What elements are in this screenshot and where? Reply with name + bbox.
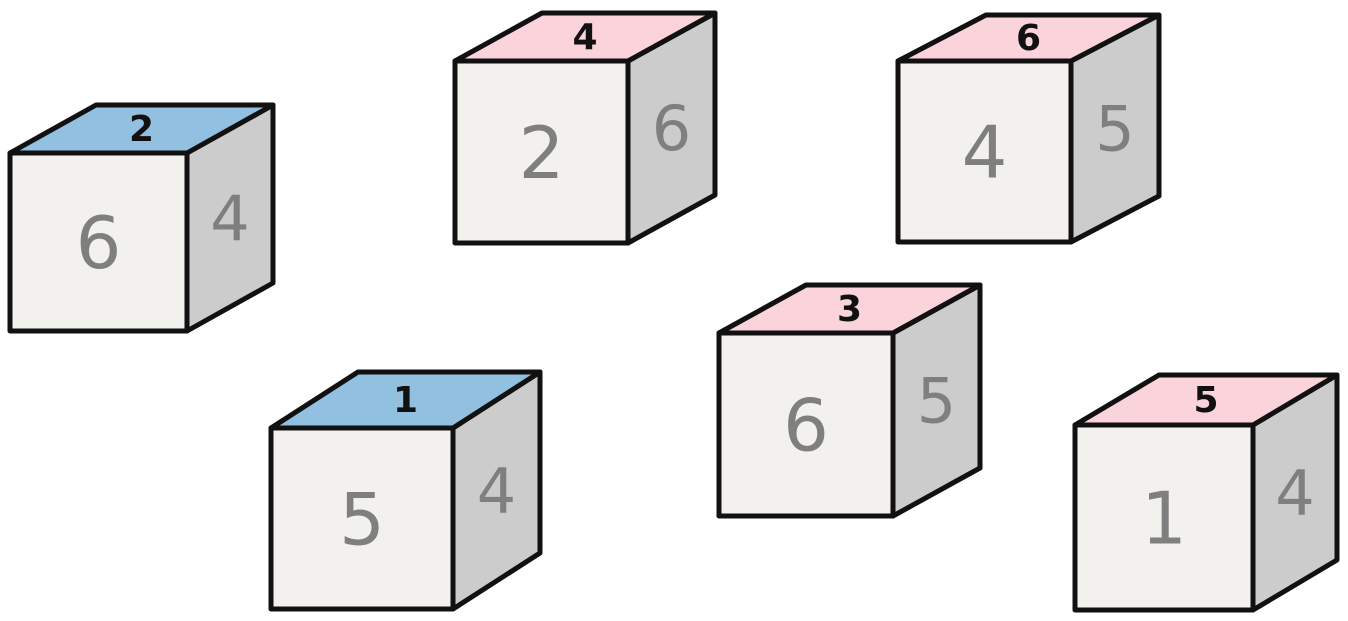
cube-side-number: 5 <box>1095 93 1134 166</box>
cube-5: 3 6 5 <box>716 282 983 519</box>
cube-front-face <box>1072 422 1256 613</box>
cube-side-number: 4 <box>1275 457 1314 530</box>
cube-front-face <box>716 330 896 519</box>
cube-front-number: 6 <box>76 201 122 285</box>
cube-front-number: 5 <box>339 478 385 562</box>
cube-side-number: 4 <box>210 182 249 255</box>
cube-top-number: 5 <box>1193 380 1218 421</box>
cube-front-face <box>895 58 1074 245</box>
cube-front-number: 2 <box>519 111 565 195</box>
cube-top-number: 3 <box>837 289 862 330</box>
cube-2: 4 2 6 <box>452 10 718 246</box>
cube-front-face <box>452 58 631 246</box>
cube-side-number: 5 <box>917 365 956 438</box>
cube-top-number: 1 <box>393 380 418 421</box>
cube-top-number: 2 <box>129 109 154 150</box>
cube-top-number: 4 <box>572 17 597 58</box>
cube-top-number: 6 <box>1016 18 1041 59</box>
cube-side-number: 4 <box>477 455 516 528</box>
cube-front-number: 1 <box>1141 477 1187 561</box>
cube-6: 5 1 4 <box>1072 372 1340 613</box>
cube-3: 6 4 5 <box>895 12 1162 245</box>
cube-side-number: 6 <box>652 92 691 165</box>
cube-front-number: 6 <box>783 384 829 468</box>
cube-front-face <box>7 150 190 334</box>
cube-1: 2 6 4 <box>7 102 276 334</box>
cube-front-number: 4 <box>962 111 1008 195</box>
cube-4: 1 5 4 <box>268 369 543 612</box>
cube-front-face <box>268 425 456 612</box>
